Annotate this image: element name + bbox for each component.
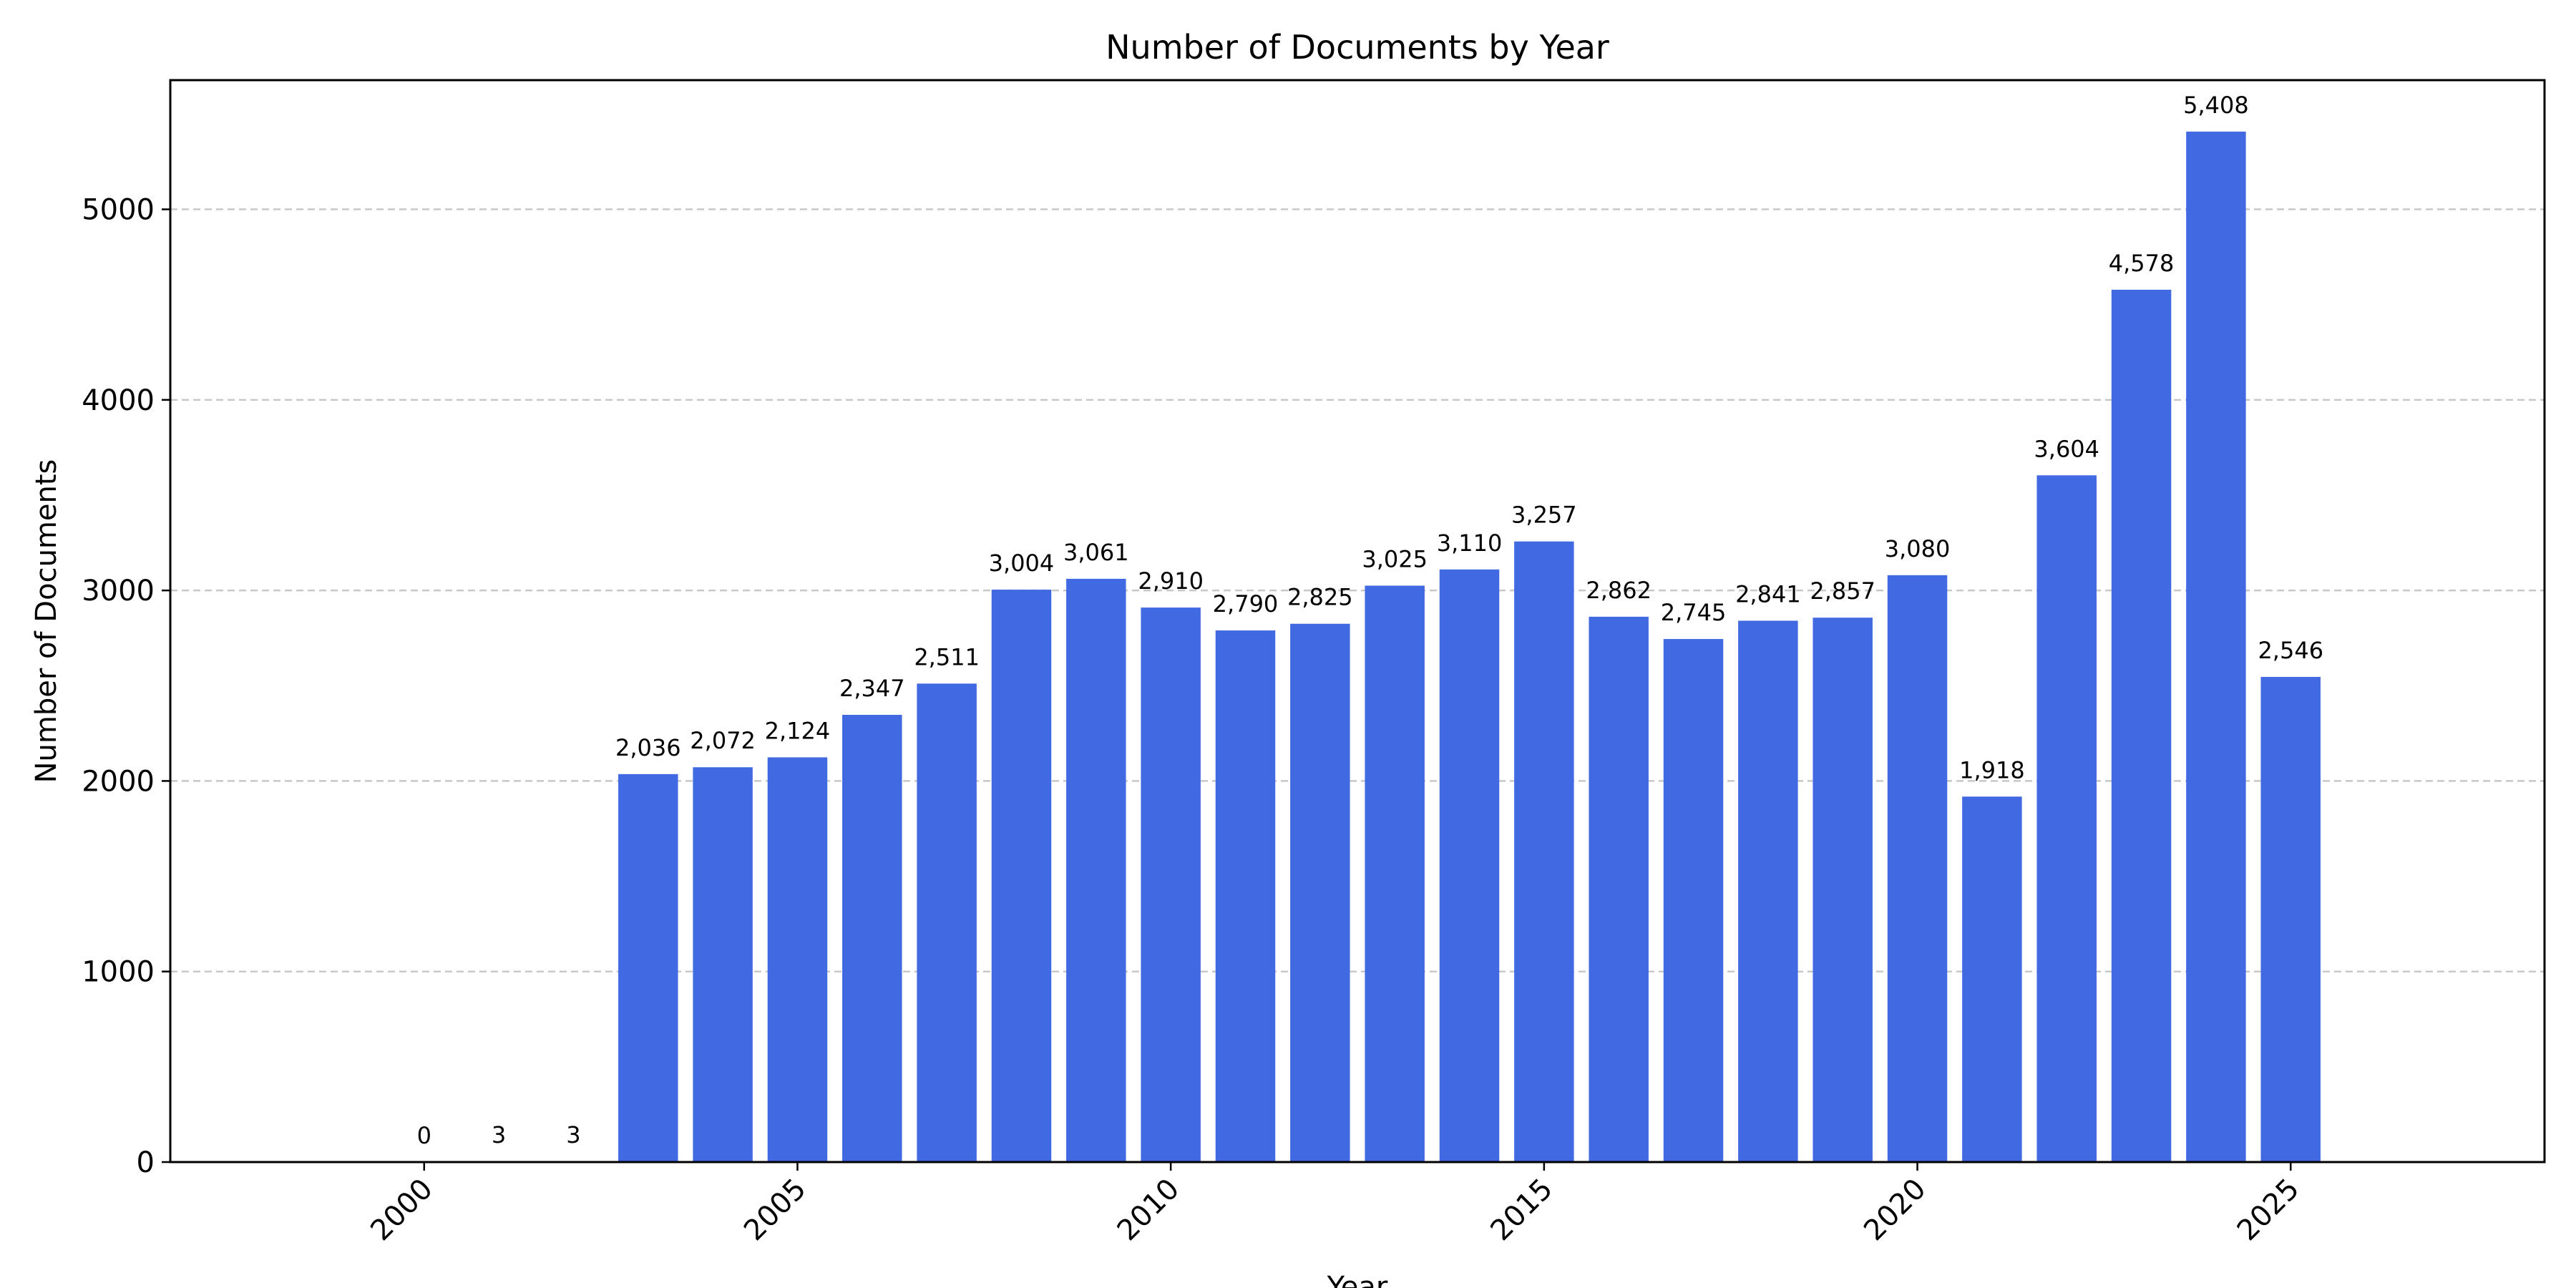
bar-value-label: 2,910 (1138, 567, 1204, 595)
bar-value-label: 3,110 (1437, 530, 1503, 557)
bar-value-label: 2,841 (1735, 580, 1801, 608)
bar-value-label: 1,918 (1959, 756, 2025, 784)
bar (917, 683, 977, 1162)
x-tick-label: 2025 (2231, 1173, 2306, 1248)
bar (1738, 620, 1798, 1162)
bars (469, 131, 2321, 1162)
bar (1365, 585, 1425, 1162)
bar (1887, 575, 1948, 1162)
y-axis-label: Number of Documents (30, 459, 63, 784)
bar-value-label: 2,511 (914, 643, 980, 670)
bar (1290, 623, 1350, 1162)
bar (2186, 131, 2246, 1162)
bar-value-label: 2,857 (1810, 577, 1875, 605)
bar (2260, 677, 2321, 1162)
chart-title: Number of Documents by Year (1106, 28, 1609, 67)
x-tick-label: 2005 (738, 1173, 813, 1248)
bar (1813, 618, 1873, 1162)
bar-value-label: 3,604 (2034, 435, 2099, 462)
bar (767, 757, 828, 1162)
bar (842, 715, 902, 1162)
bar-value-label: 3,080 (1885, 535, 1951, 562)
bar (991, 590, 1052, 1162)
y-tick-label: 4000 (82, 384, 155, 417)
y-tick-label: 0 (137, 1146, 155, 1179)
x-tick-label: 2015 (1484, 1173, 1559, 1248)
bar-value-label: 5,408 (2183, 92, 2249, 119)
bar-value-label: 0 (417, 1122, 431, 1149)
y-axis-ticks: 0 1000 2000 3000 4000 5000 (82, 194, 170, 1179)
bar-value-label: 2,825 (1287, 584, 1353, 611)
bar-value-label: 3,025 (1362, 545, 1428, 572)
bar (1066, 578, 1126, 1162)
bar-value-label: 2,546 (2258, 637, 2323, 664)
bar-value-label: 2,745 (1661, 599, 1727, 626)
bar (1215, 630, 1276, 1162)
bar-value-label: 2,036 (615, 734, 681, 761)
bar (618, 774, 678, 1162)
bar (1663, 639, 1724, 1162)
y-tick-label: 1000 (82, 956, 155, 989)
bar-value-label: 3 (492, 1121, 506, 1148)
bar (1589, 616, 1649, 1162)
bar-value-label: 2,347 (839, 675, 905, 702)
y-tick-label: 3000 (82, 575, 155, 608)
bar-value-label: 3,257 (1511, 502, 1577, 529)
bar (1141, 608, 1201, 1162)
bar (1962, 796, 2022, 1162)
bar-value-label: 2,790 (1213, 590, 1279, 618)
bar-value-label: 2,124 (765, 717, 831, 744)
x-tick-label: 2000 (364, 1173, 439, 1248)
x-axis-ticks: 2000 2005 2010 2015 2020 2025 (364, 1162, 2306, 1247)
bar-value-label: 3,004 (989, 550, 1055, 577)
x-tick-label: 2010 (1111, 1173, 1186, 1248)
x-axis-label: Year (1327, 1271, 1388, 1288)
bar (1439, 569, 1500, 1162)
bar (693, 767, 753, 1162)
bar (2036, 475, 2097, 1162)
y-tick-label: 5000 (82, 194, 155, 227)
y-tick-label: 2000 (82, 765, 155, 798)
bar-value-label: 3 (566, 1121, 580, 1148)
bar-value-label: 3,061 (1063, 539, 1129, 566)
data-labels: 0 3 3 2,036 2,072 2,124 2,347 2,511 3,004 3,061 2,… (417, 92, 2323, 1149)
x-tick-label: 2020 (1858, 1173, 1933, 1248)
bar-value-label: 4,578 (2109, 250, 2175, 277)
plot-frame (169, 79, 2546, 1163)
bar (2111, 289, 2172, 1162)
gridlines (170, 208, 2545, 972)
bar-value-label: 2,862 (1586, 577, 1652, 604)
bar-value-label: 2,072 (690, 727, 756, 754)
bar (1514, 541, 1574, 1162)
